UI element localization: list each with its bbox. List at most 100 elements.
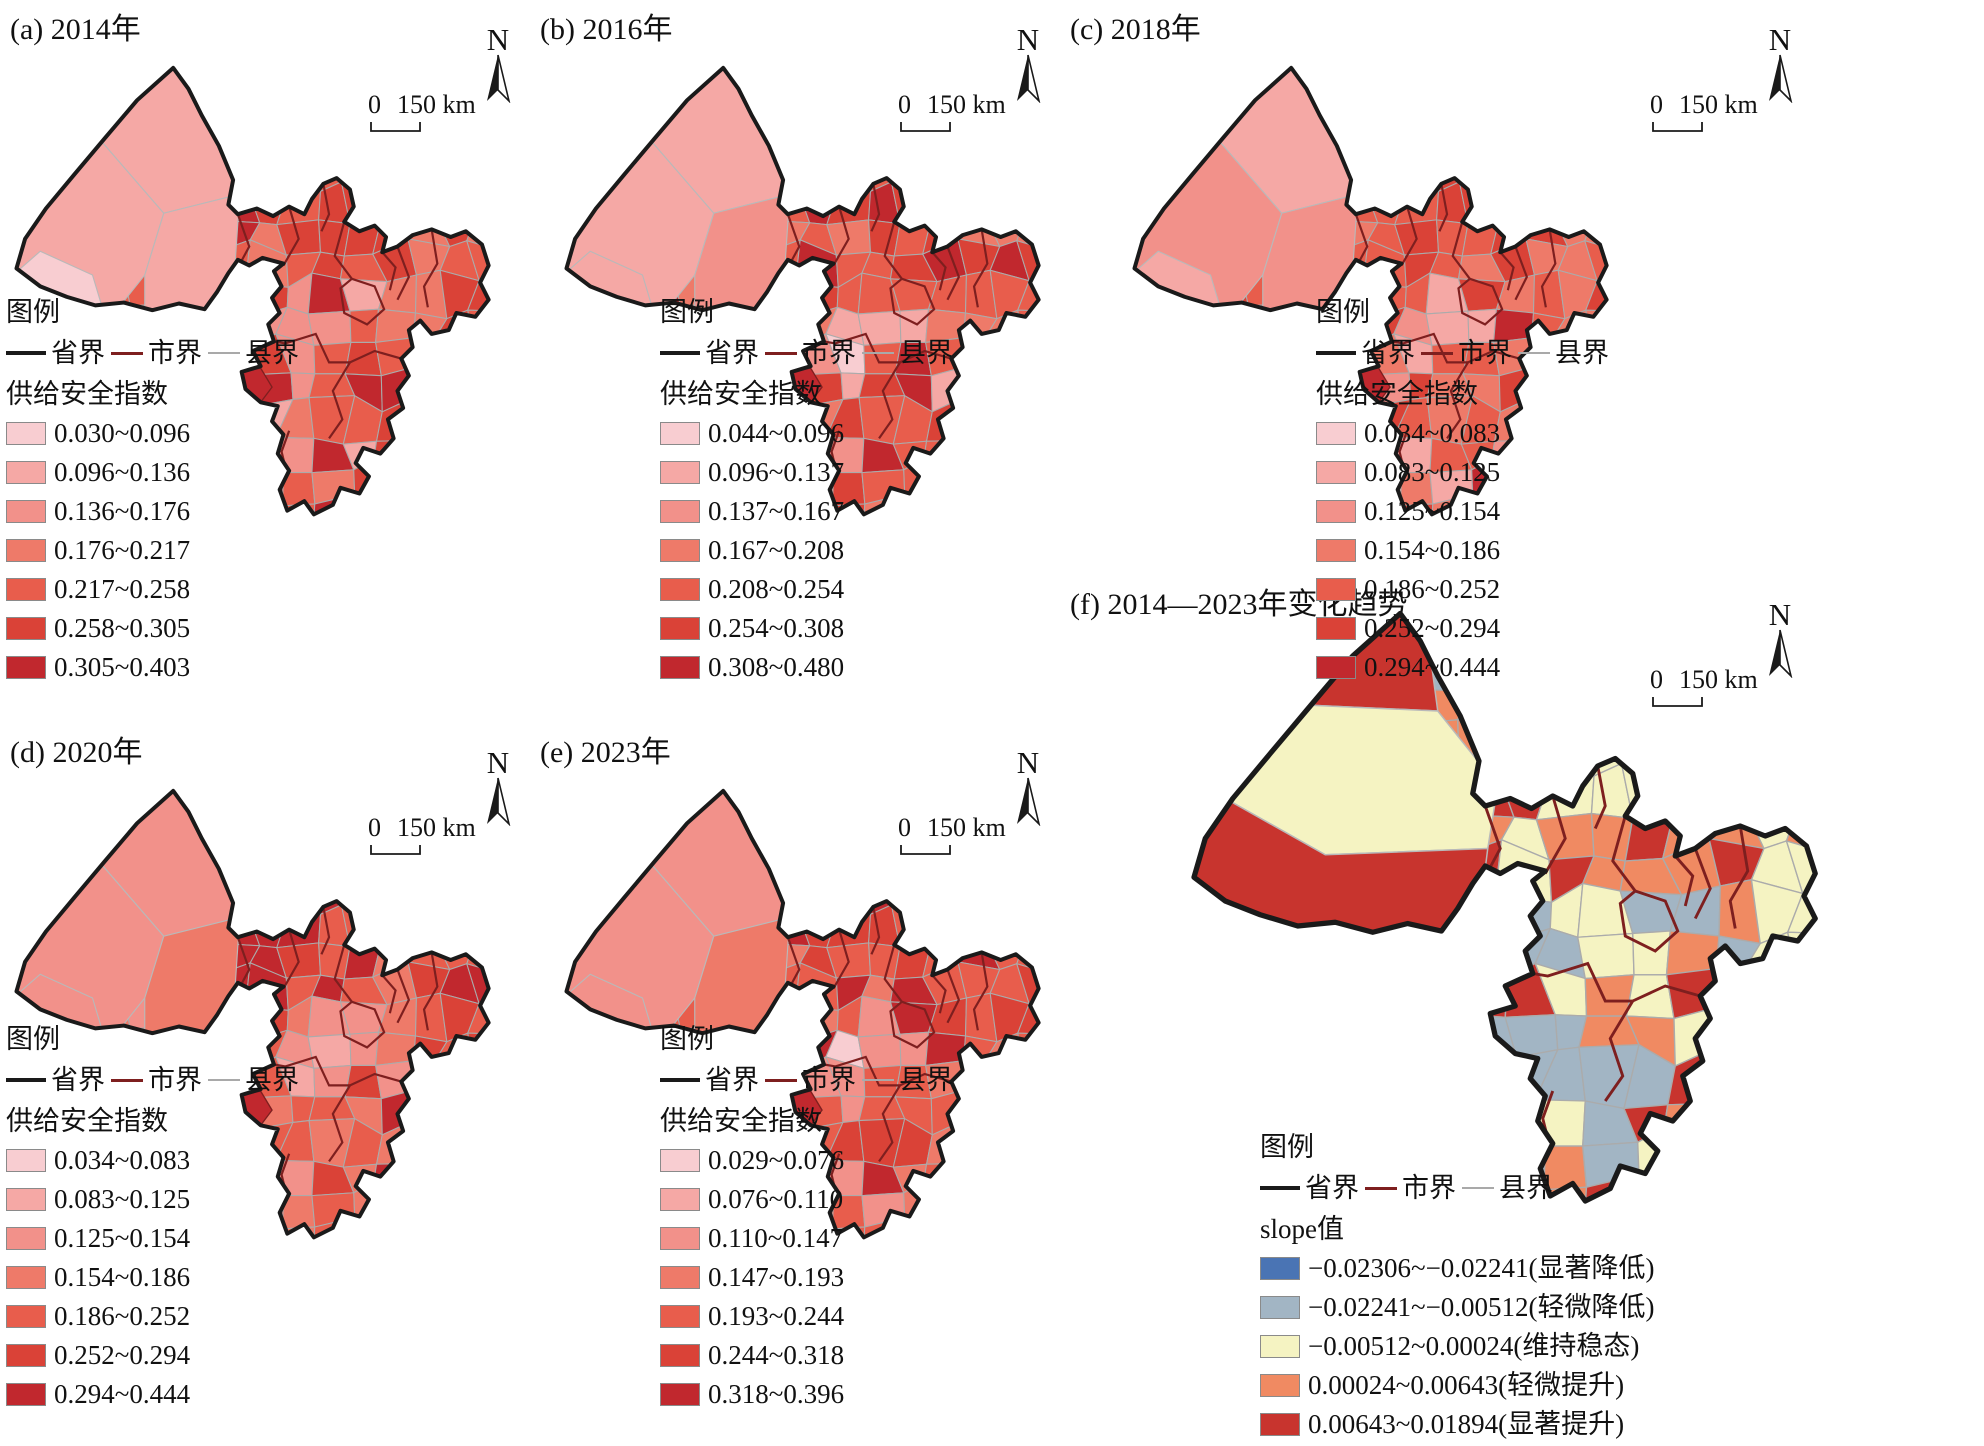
choropleth-map-2018 xyxy=(1132,65,1609,517)
legend-class-label: 0.154~0.186 xyxy=(54,1262,191,1292)
legend-class-label: 0.154~0.186 xyxy=(1364,535,1501,565)
legend-class-label: 0.029~0.076 xyxy=(708,1145,845,1175)
north-label: N xyxy=(486,745,510,780)
city-line-icon xyxy=(765,351,797,355)
legend-class-row: 0.294~0.444 xyxy=(6,1375,305,1414)
city-boundary-label: 市界 xyxy=(802,1064,856,1095)
legend-class-row: 0.096~0.137 xyxy=(660,453,959,492)
scale-zero: 0 xyxy=(898,813,911,842)
legend-class-label: 0.034~0.083 xyxy=(54,1145,191,1175)
legend-swatch xyxy=(660,461,700,484)
legend-class-label: 0.305~0.403 xyxy=(54,652,191,682)
county-boundary-item: 县界 xyxy=(208,1066,299,1094)
north-label: N xyxy=(1768,597,1792,632)
province-boundary-item: 省界 xyxy=(660,337,759,368)
legend-swatch xyxy=(6,617,46,640)
legend-class-row: 0.244~0.318 xyxy=(660,1336,959,1375)
scale-bracket-icon xyxy=(370,122,421,132)
legend-swatch xyxy=(660,500,700,523)
legend-class-row: 0.110~0.147 xyxy=(660,1219,959,1258)
city-boundary-item: 市界 xyxy=(111,339,202,367)
boundary-legend: 省界 市界 县界 xyxy=(660,332,959,374)
province-boundary-label: 省界 xyxy=(705,1064,759,1095)
legend-class-row: 0.034~0.083 xyxy=(1316,414,1615,453)
north-arrow: N xyxy=(478,747,518,830)
legend-class-label: 0.096~0.136 xyxy=(54,457,191,487)
county-boundary-label: 县界 xyxy=(1555,337,1609,368)
scale-bar: 0 150 km xyxy=(1650,665,1758,708)
compass-needle-icon xyxy=(1017,777,1041,827)
legend-class-label: −0.00512~0.00024(维持稳态) xyxy=(1308,1331,1640,1361)
panel-title: (e) 2023年 xyxy=(540,736,671,769)
legend-class-row: 0.318~0.396 xyxy=(660,1375,959,1414)
province-line-icon xyxy=(1260,1186,1300,1190)
legend-class-row: −0.00512~0.00024(维持稳态) xyxy=(1260,1327,1655,1366)
legend-class-row: 0.176~0.217 xyxy=(6,531,305,570)
legend-swatch xyxy=(660,1188,700,1211)
legend-classes: 0.034~0.083 0.083~0.125 0.125~0.154 0.154~0… xyxy=(6,1141,305,1414)
legend-class-label: 0.258~0.305 xyxy=(54,613,191,643)
province-boundary-item: 省界 xyxy=(6,1066,105,1094)
city-line-icon xyxy=(111,351,143,355)
scale-bracket-icon xyxy=(1652,697,1703,707)
legend-class-row: 0.096~0.136 xyxy=(6,453,305,492)
legend-class-row: 0.294~0.444 xyxy=(1316,648,1615,687)
legend-class-label: 0.110~0.147 xyxy=(708,1223,844,1253)
panel-2014: (a) 2014年 N 0 150 km 图例 省界 市界 县界 供给安全指数 0… xyxy=(0,0,530,723)
legend-class-label: 0.186~0.252 xyxy=(1364,574,1501,604)
city-boundary-label: 市界 xyxy=(1402,1172,1456,1203)
index-title: slope值 xyxy=(1260,1213,1344,1244)
legend-class-row: 0.208~0.254 xyxy=(660,570,959,609)
compass-needle-icon xyxy=(487,777,511,827)
legend-class-label: 0.083~0.125 xyxy=(1364,457,1501,487)
panel-2023: (e) 2023年 N 0 150 km 图例 省界 市界 县界 供给安全指数 0… xyxy=(530,723,1060,1446)
legend-swatch xyxy=(6,1149,46,1172)
legend-class-label: 0.254~0.308 xyxy=(708,613,845,643)
north-arrow: N xyxy=(1008,24,1048,107)
legend-swatch xyxy=(1260,1257,1300,1280)
scale-bar: 0 150 km xyxy=(898,90,1006,133)
scale-distance: 150 km xyxy=(927,90,1006,119)
legend-class-row: −0.02241~−0.00512(轻微降低) xyxy=(1260,1288,1655,1327)
legend-title: 图例 xyxy=(660,1023,714,1054)
legend-class-row: 0.00643~0.01894(显著提升) xyxy=(1260,1405,1655,1444)
legend-swatch xyxy=(660,1227,700,1250)
legend-classes: 0.029~0.076 0.076~0.110 0.110~0.147 0.147~0… xyxy=(660,1141,959,1414)
boundary-legend: 省界 市界 县界 xyxy=(1260,1167,1655,1209)
legend: 图例 省界 市界 县界 供给安全指数 0.034~0.083 0.083~0.12… xyxy=(6,1019,305,1414)
legend-swatch xyxy=(1260,1296,1300,1319)
legend-class-row: 0.167~0.208 xyxy=(660,531,959,570)
legend-class-label: 0.252~0.294 xyxy=(1364,613,1501,643)
legend-swatch xyxy=(1260,1335,1300,1358)
legend-class-row: 0.254~0.308 xyxy=(660,609,959,648)
legend-title: 图例 xyxy=(1260,1131,1314,1162)
scale-distance: 150 km xyxy=(397,813,476,842)
legend-class-label: 0.034~0.083 xyxy=(1364,418,1501,448)
legend-class-label: 0.208~0.254 xyxy=(708,574,845,604)
legend-class-label: 0.083~0.125 xyxy=(54,1184,191,1214)
county-line-icon xyxy=(208,1079,240,1081)
legend-classes: 0.044~0.096 0.096~0.137 0.137~0.167 0.167~0… xyxy=(660,414,959,687)
legend-title: 图例 xyxy=(660,296,714,327)
legend-title: 图例 xyxy=(1316,296,1370,327)
legend-class-label: 0.076~0.110 xyxy=(708,1184,844,1214)
province-boundary-label: 省界 xyxy=(705,337,759,368)
county-boundary-label: 县界 xyxy=(245,337,299,368)
scale-zero: 0 xyxy=(368,813,381,842)
legend-class-label: 0.167~0.208 xyxy=(708,535,845,565)
scale-distance: 150 km xyxy=(1679,90,1758,119)
legend-class-label: 0.294~0.444 xyxy=(1364,652,1501,682)
legend-swatch xyxy=(1316,617,1356,640)
north-label: N xyxy=(486,22,510,57)
legend-swatch xyxy=(6,578,46,601)
legend-class-row: 0.305~0.403 xyxy=(6,648,305,687)
boundary-legend: 省界 市界 县界 xyxy=(1316,332,1615,374)
index-title: 供给安全指数 xyxy=(6,378,168,409)
legend-class-label: 0.030~0.096 xyxy=(54,418,191,448)
legend-swatch xyxy=(6,1344,46,1367)
panel-title: (c) 2018年 xyxy=(1070,13,1201,46)
city-line-icon xyxy=(765,1078,797,1082)
county-boundary-item: 县界 xyxy=(862,339,953,367)
index-title: 供给安全指数 xyxy=(6,1105,168,1136)
legend-class-row: 0.193~0.244 xyxy=(660,1297,959,1336)
